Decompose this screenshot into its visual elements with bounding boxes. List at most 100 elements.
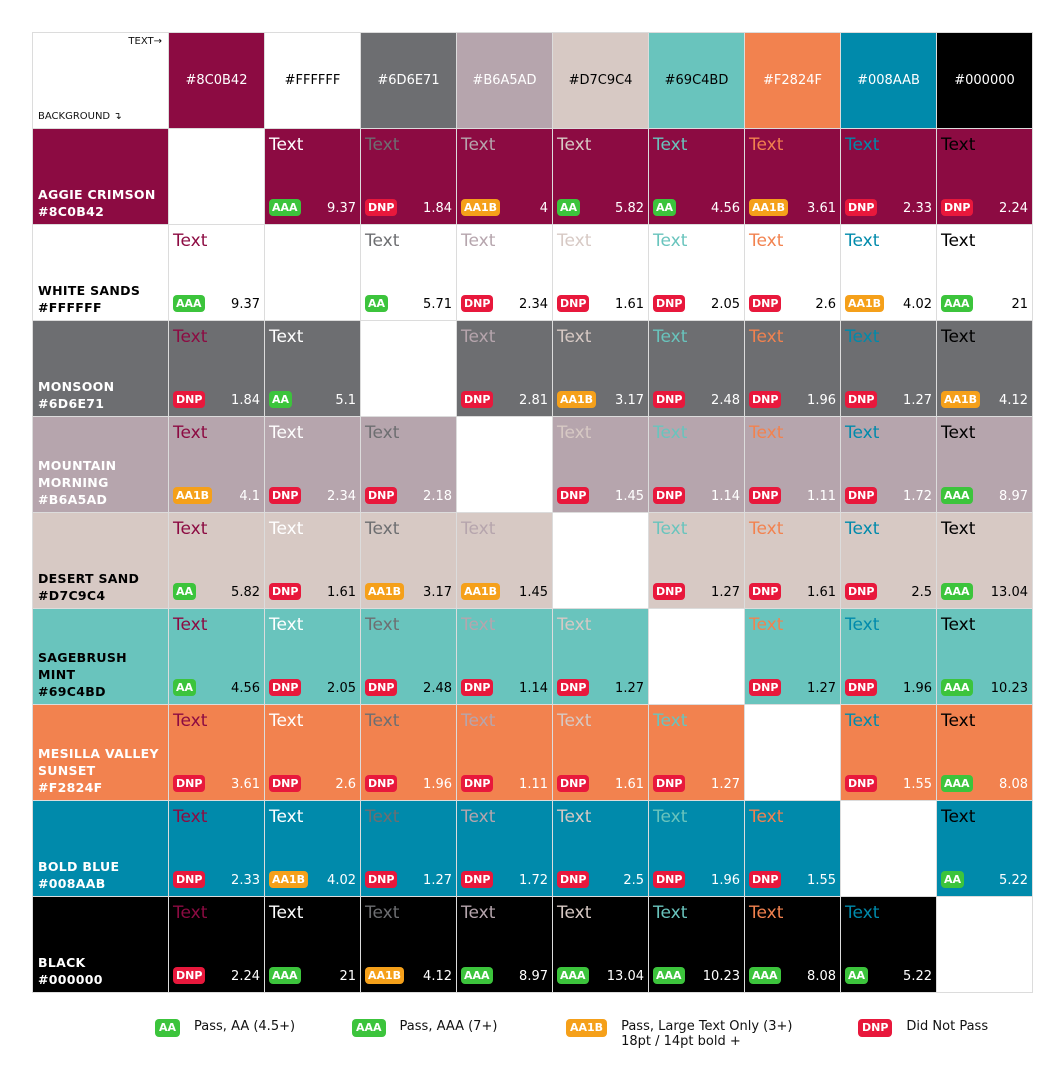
legend-badge: DNP	[858, 1019, 893, 1037]
legend-text: Did Not Pass	[906, 1019, 988, 1034]
rating-badge: DNP	[461, 871, 494, 888]
rating-badge: DNP	[557, 487, 590, 504]
sample-text: Text	[845, 135, 880, 155]
contrast-cell: Text DNP 1.27	[648, 704, 745, 801]
contrast-ratio: 4.02	[327, 873, 356, 888]
sample-text: Text	[269, 519, 304, 539]
contrast-cell: Text DNP 2.5	[552, 800, 649, 897]
rating-badge: DNP	[173, 391, 206, 408]
contrast-cell: Text AA1B 4.12	[936, 320, 1033, 417]
rating-badge: DNP	[845, 391, 878, 408]
column-hex: #69C4BD	[664, 73, 729, 88]
contrast-ratio: 1.55	[903, 777, 932, 792]
rating-badge: DNP	[845, 679, 878, 696]
rating-badge: DNP	[461, 391, 494, 408]
contrast-cell: Text DNP 2.24	[936, 128, 1033, 225]
row-header: SAGEBRUSH MINT #69C4BD	[32, 608, 169, 705]
contrast-cell: Text DNP 1.72	[840, 416, 937, 513]
contrast-ratio: 5.71	[423, 297, 452, 312]
rating-badge: AAA	[941, 583, 973, 600]
contrast-cell: Text DNP 1.27	[648, 512, 745, 609]
contrast-cell: Text AAA 8.08	[936, 704, 1033, 801]
rating-badge: AAA	[941, 775, 973, 792]
contrast-cell: Text DNP 2.24	[168, 896, 265, 993]
rating-badge: AA1B	[941, 391, 981, 408]
sample-text: Text	[845, 423, 880, 443]
contrast-cell: Text AAA 13.04	[936, 512, 1033, 609]
contrast-ratio: 5.22	[999, 873, 1028, 888]
contrast-cell: Text DNP 1.14	[456, 608, 553, 705]
row-header: AGGIE CRIMSON #8C0B42	[32, 128, 169, 225]
sample-text: Text	[461, 231, 496, 251]
sample-text: Text	[269, 711, 304, 731]
contrast-ratio: 1.61	[327, 585, 356, 600]
legend-item: AA1B Pass, Large Text Only (3+) 18pt / 14p…	[566, 1019, 792, 1049]
contrast-ratio: 5.1	[335, 393, 356, 408]
row-header: BOLD BLUE #008AAB	[32, 800, 169, 897]
row-label: MESILLA VALLEY SUNSET #F2824F	[38, 745, 168, 796]
sample-text: Text	[653, 903, 688, 923]
contrast-cell: Text DNP 2.33	[168, 800, 265, 897]
column-header: #69C4BD	[648, 32, 745, 129]
contrast-ratio: 2.18	[423, 489, 452, 504]
contrast-ratio: 1.27	[711, 585, 740, 600]
rating-badge: DNP	[365, 871, 398, 888]
rating-badge: DNP	[845, 487, 878, 504]
contrast-cell	[840, 800, 937, 897]
color-hex: #D7C9C4	[38, 588, 106, 603]
column-header: #008AAB	[840, 32, 937, 129]
sample-text: Text	[557, 423, 592, 443]
legend-sublabel: 18pt / 14pt bold +	[621, 1034, 741, 1049]
contrast-ratio: 2.05	[327, 681, 356, 696]
contrast-cell: Text AA1B 4.1	[168, 416, 265, 513]
contrast-ratio: 2.05	[711, 297, 740, 312]
sample-text: Text	[365, 423, 400, 443]
sample-text: Text	[173, 423, 208, 443]
sample-text: Text	[749, 231, 784, 251]
contrast-cell	[360, 320, 457, 417]
contrast-cell: Text AAA 21	[936, 224, 1033, 321]
contrast-ratio: 5.82	[615, 201, 644, 216]
contrast-cell: Text AA 4.56	[168, 608, 265, 705]
sample-text: Text	[845, 519, 880, 539]
column-header: #D7C9C4	[552, 32, 649, 129]
contrast-cell: Text DNP 2.5	[840, 512, 937, 609]
color-hex: #B6A5AD	[38, 492, 108, 507]
contrast-ratio: 2.33	[903, 201, 932, 216]
rating-badge: DNP	[365, 775, 398, 792]
sample-text: Text	[173, 711, 208, 731]
contrast-cell: Text AA1B 3.17	[360, 512, 457, 609]
sample-text: Text	[653, 519, 688, 539]
contrast-cell: Text AAA 9.37	[168, 224, 265, 321]
color-name: WHITE SANDS	[38, 283, 141, 298]
text-axis-label: TEXT→	[128, 36, 162, 47]
legend-badge: AA1B	[566, 1019, 608, 1037]
rating-badge: AA	[653, 199, 677, 216]
contrast-ratio: 5.22	[903, 969, 932, 984]
color-name: BOLD BLUE	[38, 859, 120, 874]
rating-badge: AA1B	[557, 391, 597, 408]
contrast-cell: Text DNP 2.34	[264, 416, 361, 513]
contrast-ratio: 3.17	[615, 393, 644, 408]
legend-label: Pass, Large Text Only (3+)	[621, 1019, 793, 1034]
contrast-cell: Text DNP 2.18	[360, 416, 457, 513]
rating-badge: DNP	[365, 679, 398, 696]
sample-text: Text	[269, 423, 304, 443]
contrast-ratio: 9.37	[327, 201, 356, 216]
contrast-cell: Text AAA 10.23	[936, 608, 1033, 705]
contrast-cell: Text DNP 2.33	[840, 128, 937, 225]
column-hex: #8C0B42	[185, 73, 248, 88]
contrast-cell: Text AA1B 4.12	[360, 896, 457, 993]
contrast-cell: Text AA1B 1.45	[456, 512, 553, 609]
contrast-cell: Text AA1B 4	[456, 128, 553, 225]
contrast-cell: Text AAA 8.08	[744, 896, 841, 993]
sample-text: Text	[173, 615, 208, 635]
contrast-ratio: 2.48	[711, 393, 740, 408]
sample-text: Text	[749, 423, 784, 443]
sample-text: Text	[653, 327, 688, 347]
column-header: #B6A5AD	[456, 32, 553, 129]
sample-text: Text	[557, 615, 592, 635]
legend-text: Pass, AA (4.5+)	[194, 1019, 295, 1034]
contrast-cell: Text DNP 2.05	[264, 608, 361, 705]
sample-text: Text	[173, 903, 208, 923]
